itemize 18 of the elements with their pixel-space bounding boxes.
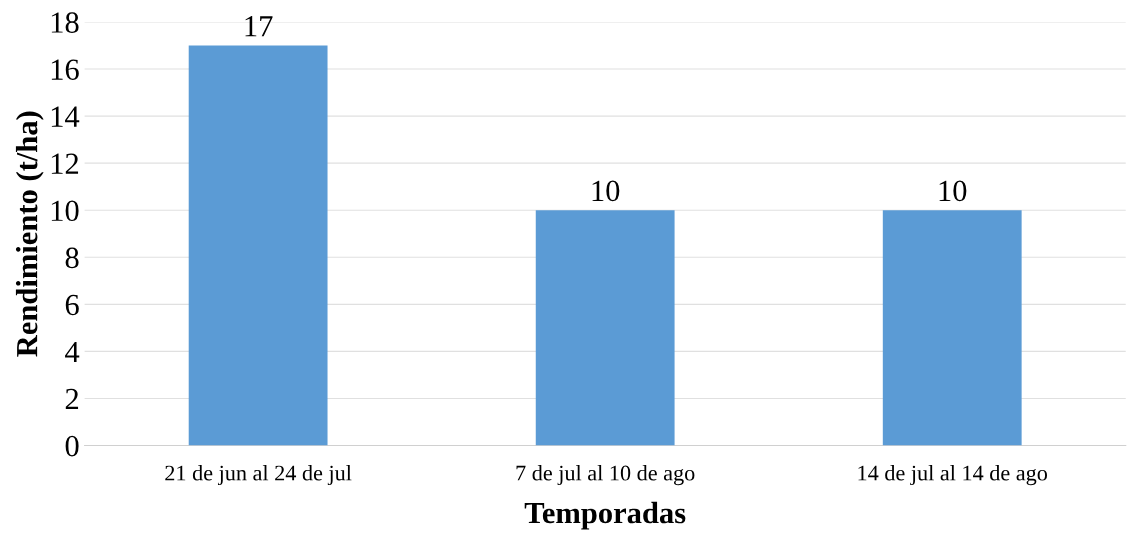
data-label: 17 bbox=[245, 16, 273, 37]
y-tick-label: 4 bbox=[65, 341, 80, 362]
y-tick-label: 14 bbox=[51, 106, 80, 127]
y-tick-label: 6 bbox=[65, 294, 79, 316]
x-tick-label: 14 de jul al 14 de ago bbox=[858, 464, 1048, 486]
y-tick-label: 0 bbox=[65, 435, 79, 457]
y-tick-label: 2 bbox=[65, 388, 79, 410]
y-tick-label: 10 bbox=[51, 200, 79, 222]
x-axis-title: Temporadas bbox=[524, 501, 686, 530]
data-label: 10 bbox=[939, 180, 967, 202]
y-tick-label: 16 bbox=[51, 59, 79, 80]
x-tick-label: 21 de jun al 24 de jul bbox=[165, 464, 352, 486]
y-tick-label: 12 bbox=[51, 153, 79, 174]
data-label: 10 bbox=[592, 180, 620, 202]
y-tick-label: 8 bbox=[65, 247, 79, 269]
y-tick-label: 18 bbox=[51, 12, 79, 33]
y-axis-title: Rendimiento (t/ha) bbox=[15, 111, 44, 357]
x-tick-label: 7 de jul al 10 de ago bbox=[516, 464, 695, 486]
